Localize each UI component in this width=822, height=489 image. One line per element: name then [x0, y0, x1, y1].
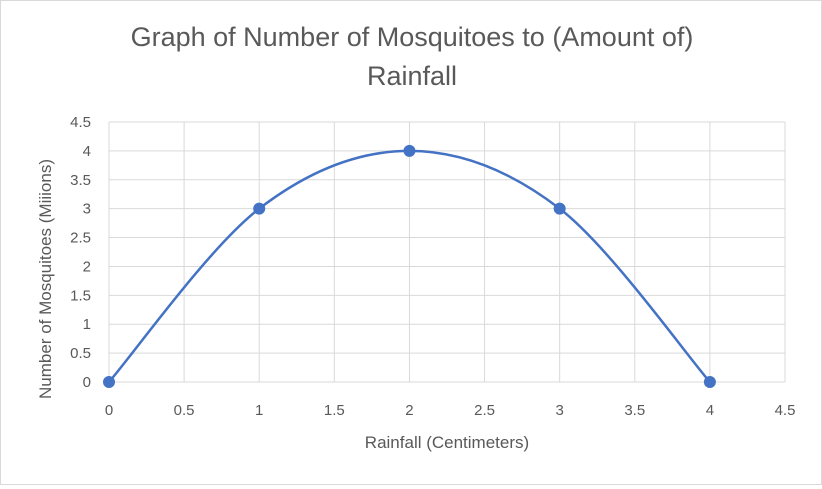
- x-tick-label: 2: [405, 402, 413, 419]
- data-point-marker: [703, 376, 716, 388]
- data-point-marker: [553, 202, 566, 215]
- data-point-marker: [403, 144, 416, 157]
- x-tick-label: 1.5: [324, 402, 345, 419]
- x-tick-label: 0: [105, 402, 113, 419]
- data-point-marker: [103, 376, 115, 388]
- x-tick-label: 3.5: [624, 402, 645, 419]
- chart-title-line-2: Rainfall: [367, 61, 457, 91]
- y-axis-label: Number of Mosquitoes (Miiions): [36, 159, 55, 399]
- x-tick-label: 4.5: [775, 402, 796, 419]
- y-tick-label: 4.5: [70, 114, 91, 131]
- x-tick-label: 2.5: [474, 402, 495, 419]
- y-tick-label: 3.5: [70, 172, 91, 189]
- y-tick-label: 0.5: [70, 345, 91, 362]
- x-axis-ticks: 0 0.5 1 1.5 2 2.5 3 3.5 4 4.5: [105, 402, 796, 419]
- gridlines: [108, 121, 786, 383]
- y-tick-label: 2.5: [70, 230, 91, 247]
- data-point-marker: [253, 202, 266, 215]
- x-tick-label: 3: [555, 402, 563, 419]
- x-axis-label: Rainfall (Centimeters): [365, 433, 529, 452]
- x-tick-label: 1: [255, 402, 263, 419]
- x-tick-label: 4: [706, 402, 714, 419]
- y-tick-label: 3: [83, 201, 91, 218]
- y-axis-ticks: 0 0.5 1 1.5 2 2.5 3 3.5 4 4.5: [70, 114, 91, 391]
- y-tick-label: 2: [83, 258, 91, 275]
- y-tick-label: 1.5: [70, 287, 91, 304]
- y-tick-label: 0: [83, 374, 91, 391]
- y-tick-label: 4: [83, 143, 91, 160]
- y-tick-label: 1: [83, 316, 91, 333]
- series-layer: [103, 144, 716, 388]
- chart-title-line-1: Graph of Number of Mosquitoes to (Amount…: [131, 22, 694, 52]
- x-tick-label: 0.5: [174, 402, 195, 419]
